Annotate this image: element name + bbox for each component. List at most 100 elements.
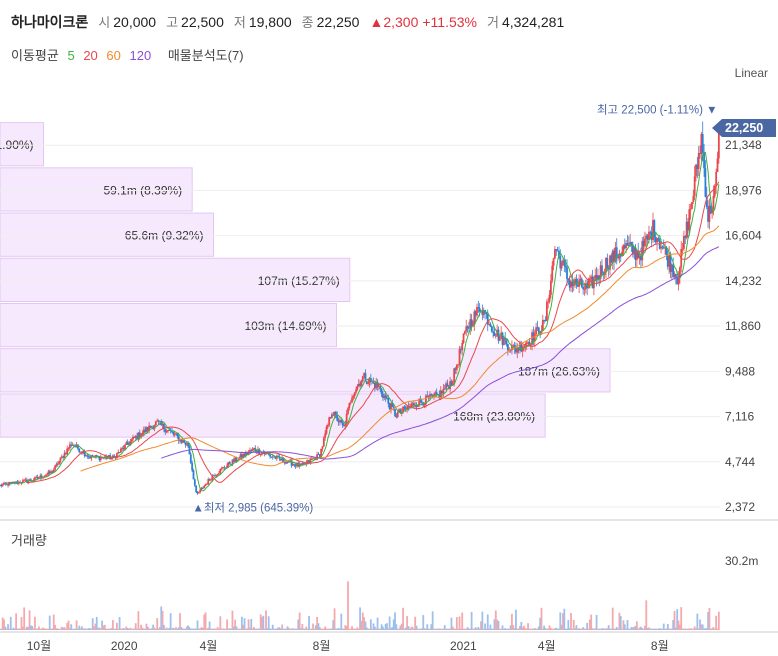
candle-body <box>67 448 70 450</box>
candle-body <box>642 240 645 247</box>
volume-bar <box>121 628 124 630</box>
volume-bar <box>81 626 83 630</box>
volume-profile-label[interactable]: 매물분석도(7) <box>167 48 244 63</box>
candle-body <box>361 376 364 382</box>
candle-body <box>576 284 579 287</box>
ma-label[interactable]: 이동평균 <box>11 48 59 63</box>
volume-bar <box>446 628 449 630</box>
volume-label: 거 <box>486 15 499 30</box>
volume-bar <box>79 628 82 630</box>
volume-bar <box>547 628 550 630</box>
candle-body <box>609 255 611 270</box>
candle-body <box>273 456 276 458</box>
candle-body <box>494 335 497 337</box>
volume-bar <box>77 628 79 630</box>
volume-value: 4,324,281 <box>501 14 565 30</box>
candle-body <box>187 443 190 447</box>
scale-mode-toggle[interactable]: Linear <box>734 66 768 80</box>
volume-bar <box>372 623 375 630</box>
candle-body <box>574 279 576 284</box>
volume-bar <box>371 628 374 630</box>
candle-body <box>566 267 568 279</box>
volume-bar <box>650 628 653 630</box>
indicator-legend[interactable]: 이동평균 5 20 60 120 매물분석도(7) <box>11 45 249 64</box>
candle-body <box>1 484 4 487</box>
candle-body <box>87 456 90 458</box>
candle-body <box>56 463 59 465</box>
candle-body <box>247 452 250 455</box>
volume-bar <box>148 628 151 630</box>
candle-body <box>125 442 128 445</box>
volume-bar <box>420 628 423 630</box>
volume-bar <box>183 628 185 630</box>
volume-bar <box>356 627 359 630</box>
volume-bar <box>333 608 336 630</box>
candle-body <box>435 392 438 396</box>
candle-body <box>285 462 288 464</box>
volume-bar <box>630 626 633 630</box>
candle-body <box>705 196 708 208</box>
volume-bar <box>367 628 370 630</box>
volume-bar <box>403 628 406 630</box>
candle-body <box>208 479 211 480</box>
volume-bar <box>111 620 114 630</box>
candle-body <box>425 395 427 405</box>
candle-body <box>700 133 703 155</box>
volume-bar <box>340 613 343 630</box>
candle-body <box>497 329 500 341</box>
volume-bar <box>15 613 18 630</box>
volume-bar <box>648 627 650 630</box>
volume-bar <box>149 628 152 630</box>
candle-body <box>490 326 493 332</box>
candle-body <box>301 463 304 466</box>
volume-bar <box>398 628 400 630</box>
volume-tick-label: 30.2m <box>725 554 758 568</box>
candle-body <box>212 475 215 477</box>
candle-body <box>429 394 431 399</box>
volume-bar <box>94 623 97 630</box>
candle-body <box>195 485 198 493</box>
candle-body <box>654 236 657 243</box>
candle-body <box>357 383 360 387</box>
candle-body <box>699 153 701 155</box>
candle-body <box>443 388 446 390</box>
volume-profile-bar <box>0 122 45 167</box>
volume-bar <box>660 628 662 630</box>
candle-body <box>383 395 386 398</box>
volume-bar <box>373 626 376 630</box>
volume-bar <box>580 628 583 630</box>
candle-body <box>560 262 563 269</box>
volume-bar <box>313 628 316 630</box>
candle-body <box>622 244 625 252</box>
candle-body <box>239 454 242 458</box>
volume-bar <box>564 628 567 630</box>
volume-bar <box>574 628 576 630</box>
candle-body <box>717 128 720 159</box>
volume-bar <box>715 615 718 630</box>
volume-bar <box>672 620 675 630</box>
volume-bar <box>294 628 297 630</box>
candle-body <box>712 195 715 210</box>
volume-bar <box>567 619 570 630</box>
volume-bar <box>404 627 407 630</box>
candle-body <box>164 429 167 433</box>
volume-bar <box>136 628 138 630</box>
volume-bar <box>394 612 396 630</box>
volume-bar <box>459 628 462 630</box>
volume-bar <box>31 626 34 630</box>
volume-bar <box>4 626 7 630</box>
volume-bar <box>157 628 160 630</box>
volume-bar <box>415 625 418 630</box>
ma-20-label: 20 <box>83 48 98 63</box>
candle-body <box>515 348 517 353</box>
candle-body <box>594 275 597 279</box>
volume-bar <box>58 628 61 630</box>
candle-body <box>184 442 187 445</box>
volume-bar <box>271 624 274 630</box>
volume-bar <box>140 624 142 630</box>
candle-body <box>704 168 707 197</box>
candle-body <box>168 430 171 431</box>
candle-body <box>177 436 180 441</box>
candle-body <box>390 403 392 410</box>
